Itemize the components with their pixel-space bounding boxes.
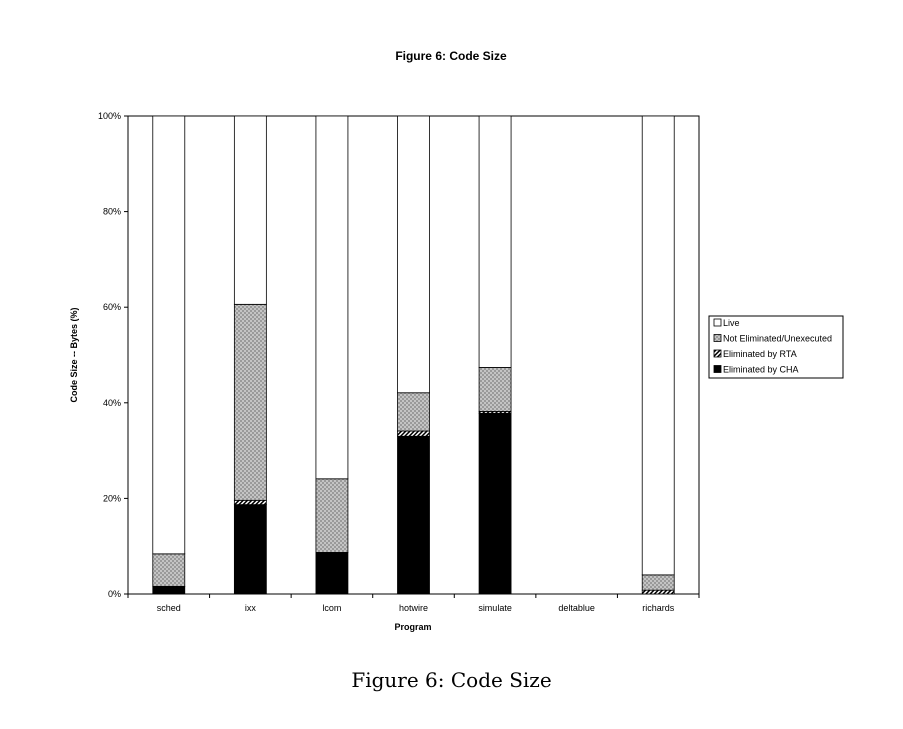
legend-label: Not Eliminated/Unexecuted bbox=[723, 334, 832, 344]
x-axis: sched ixx lcom hotwire simulate deltablue rich… bbox=[127, 594, 700, 613]
bars bbox=[152, 115, 675, 595]
bar-segment bbox=[397, 392, 430, 432]
legend: Live Not Eliminated/Unexecuted Eliminated … bbox=[708, 315, 844, 379]
x-tick-label: sched bbox=[157, 603, 181, 613]
bar-segment bbox=[315, 115, 349, 480]
y-tick-label: 60% bbox=[103, 302, 121, 312]
y-tick-label: 40% bbox=[103, 398, 121, 408]
legend-label: Live bbox=[723, 318, 740, 328]
bar-lcom bbox=[315, 115, 349, 595]
x-tick-label: ixx bbox=[245, 603, 256, 613]
legend-swatch bbox=[713, 318, 722, 327]
bar-ixx bbox=[233, 115, 267, 595]
bar-segment bbox=[641, 115, 675, 576]
x-axis-label: Program bbox=[394, 622, 431, 632]
y-tick-label: 100% bbox=[98, 111, 121, 121]
x-tick-label: deltablue bbox=[558, 603, 595, 613]
bar-segment bbox=[233, 504, 267, 595]
bar-segment bbox=[478, 412, 512, 595]
bar-segment bbox=[152, 115, 186, 555]
legend-box bbox=[708, 315, 844, 379]
bar-segment bbox=[397, 430, 430, 437]
x-tick-label: richards bbox=[642, 603, 675, 613]
legend-swatch bbox=[713, 365, 722, 373]
bar-segment bbox=[397, 435, 430, 595]
legend-label: Eliminated by CHA bbox=[723, 365, 799, 375]
bar-sched bbox=[152, 115, 186, 595]
y-axis-label: Code Size -- Bytes (%) bbox=[69, 307, 79, 402]
legend-swatch bbox=[713, 334, 722, 342]
x-tick-label: lcom bbox=[322, 603, 341, 613]
bar-segment bbox=[233, 115, 267, 305]
figure-caption: Figure 6: Code Size bbox=[351, 668, 552, 692]
bar-segment bbox=[641, 574, 675, 591]
bar-hotwire bbox=[397, 115, 430, 595]
bar-segment bbox=[233, 303, 267, 501]
x-tick-label: simulate bbox=[478, 603, 512, 613]
bar-simulate bbox=[478, 115, 512, 595]
bar-richards bbox=[641, 115, 675, 595]
bar-segment bbox=[478, 367, 512, 412]
bar-segment bbox=[641, 589, 675, 595]
y-axis: 0% 20% 40% 60% 80% 100% bbox=[98, 111, 128, 599]
y-tick-label: 20% bbox=[103, 493, 121, 503]
bar-segment bbox=[478, 115, 512, 368]
bar-segment bbox=[315, 552, 349, 595]
bar-segment bbox=[152, 585, 186, 595]
y-tick-label: 80% bbox=[103, 207, 121, 217]
bar-segment bbox=[315, 478, 349, 553]
chart-title: Figure 6: Code Size bbox=[395, 49, 507, 63]
x-tick-label: hotwire bbox=[399, 603, 428, 613]
legend-swatch bbox=[713, 349, 722, 358]
bar-segment bbox=[397, 115, 430, 394]
bar-segment bbox=[152, 553, 186, 587]
y-tick-label: 0% bbox=[108, 589, 121, 599]
legend-label: Eliminated by RTA bbox=[723, 349, 797, 359]
bar-segment bbox=[233, 499, 267, 506]
